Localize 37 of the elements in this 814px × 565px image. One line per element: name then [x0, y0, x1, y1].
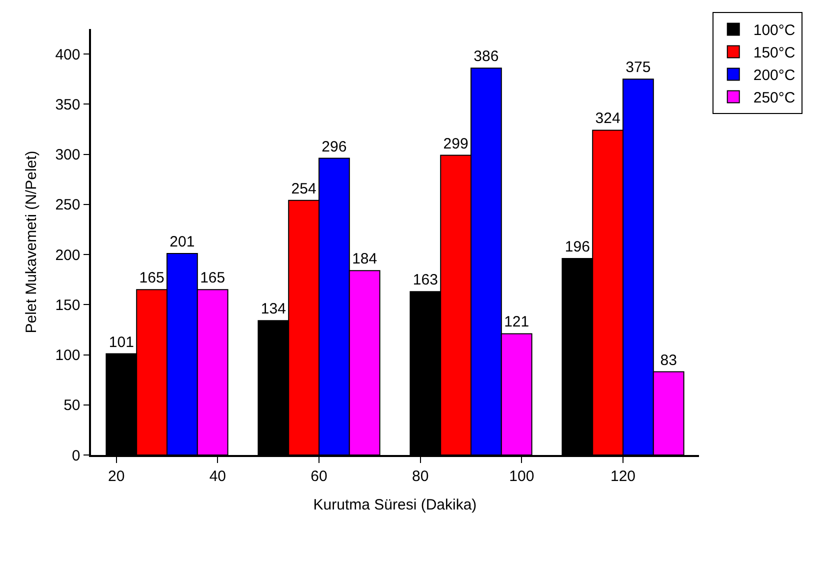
- data-label: 121: [504, 314, 530, 331]
- legend-label: 250°C: [753, 90, 796, 107]
- data-label: 375: [626, 59, 651, 76]
- legend-label: 200°C: [753, 67, 796, 84]
- data-label: 165: [200, 270, 226, 287]
- y-tick-label: 0: [72, 447, 80, 464]
- data-label: 83: [660, 352, 677, 369]
- data-label: 134: [260, 300, 286, 318]
- x-tick-label: 120: [610, 468, 636, 485]
- legend-label: 100°C: [753, 22, 796, 40]
- y-tick-label: 400: [55, 46, 80, 64]
- data-label: 163: [412, 272, 438, 289]
- y-tick-label: 100: [55, 347, 80, 364]
- y-tick-label: 50: [64, 397, 80, 414]
- data-label: 101: [108, 334, 134, 351]
- data-label: 196: [564, 238, 590, 256]
- y-tick-label: 250: [55, 196, 80, 214]
- y-axis-title: Pelet Mukavemeti (N/Pelet): [22, 150, 40, 334]
- data-label: 324: [595, 110, 620, 128]
- y-tick-label: 200: [55, 246, 80, 264]
- y-tick-label: 300: [55, 146, 80, 164]
- data-label: 299: [443, 135, 468, 152]
- data-label: 254: [291, 180, 316, 198]
- data-label: 296: [322, 138, 347, 156]
- x-axis-title: Kurutma Süresi (Dakika): [313, 496, 477, 514]
- x-tick-label: 80: [412, 468, 429, 485]
- x-tick-label: 20: [108, 468, 125, 485]
- data-label: 184: [352, 250, 378, 268]
- data-label: 201: [170, 234, 195, 251]
- x-tick-label: 60: [310, 468, 328, 485]
- x-tick-label: 100: [509, 468, 534, 485]
- data-label: 165: [139, 270, 164, 287]
- data-label: 386: [474, 48, 499, 66]
- x-tick-label: 40: [209, 468, 226, 485]
- legend-label: 150°C: [753, 44, 796, 62]
- y-tick-label: 150: [55, 296, 80, 314]
- y-tick-label: 350: [55, 96, 80, 114]
